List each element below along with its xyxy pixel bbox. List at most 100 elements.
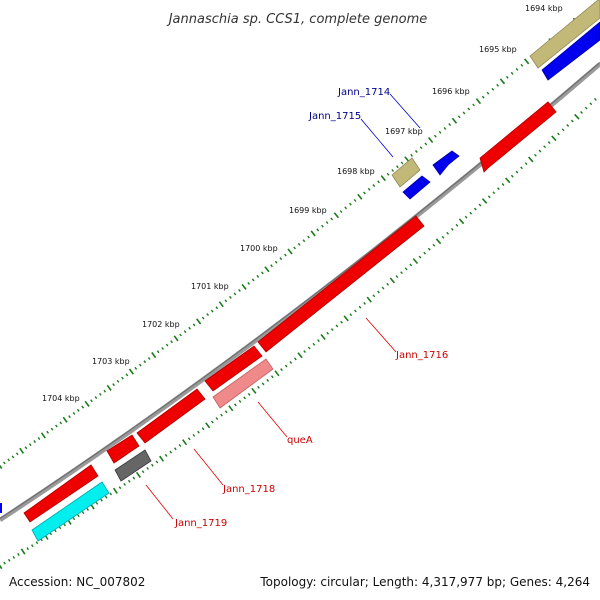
inner-scale-tick [593, 97, 597, 101]
inner-scale-tick [247, 392, 251, 396]
outer-scale-tick [264, 266, 270, 273]
outer-scale-tick [457, 115, 461, 119]
inner-scale-tick [187, 437, 191, 441]
outer-scale-tick [81, 405, 85, 409]
outer-scale-tick [297, 242, 301, 246]
outer-scale-tick [256, 274, 260, 278]
gene-khaki-top[interactable] [529, 0, 600, 69]
outer-scale-tick [386, 172, 390, 176]
gene-labels: Jann_1714 Jann_1715 Jann_1716 queA Jann_… [174, 87, 448, 529]
inner-scale-tick [524, 162, 528, 166]
outer-scale-tick [165, 343, 169, 347]
outer-scale-tick [90, 399, 93, 403]
inner-scale-tick [432, 243, 436, 247]
gene-blue-top[interactable] [541, 21, 600, 81]
gene-jann-1718[interactable] [136, 388, 206, 444]
outer-scale-tick [19, 447, 25, 454]
inner-scale-tick [574, 113, 580, 120]
outer-scale-tick [103, 389, 107, 393]
gene-quea[interactable] [212, 358, 274, 409]
inner-scale-tick [169, 450, 173, 454]
inner-scale-tick [340, 320, 343, 324]
outer-scale-tick [467, 107, 471, 111]
inner-scale-tick [538, 149, 542, 153]
inner-scale-tick [423, 251, 427, 255]
outer-scale-tick [321, 224, 324, 228]
inner-scale-tick [404, 267, 408, 271]
inner-scale-tick [261, 382, 265, 386]
outer-scale-tick [233, 292, 237, 296]
kbp-label-1699: 1699 kbp [289, 206, 327, 215]
outer-scale-tick [68, 415, 71, 419]
gene-cyan-bottom[interactable] [31, 481, 110, 542]
outer-scale-tick [37, 437, 41, 440]
inner-scale-tick [289, 360, 293, 364]
outer-scale-tick [50, 427, 54, 431]
gene-jann-1714[interactable] [432, 150, 460, 176]
outer-scale-tick [241, 283, 247, 290]
inner-scale-tick [533, 153, 537, 157]
scale-ring-inner [0, 97, 597, 570]
outer-scale-tick [274, 260, 278, 264]
outer-scale-tick [94, 396, 98, 400]
inner-scale-tick [35, 541, 39, 545]
gene-gray[interactable] [114, 449, 152, 482]
inner-scale-tick [17, 553, 20, 556]
inner-scale-tick [127, 479, 131, 483]
gene-red-small[interactable] [204, 345, 263, 392]
inner-scale-tick [354, 309, 357, 313]
inner-scale-tick [303, 350, 306, 354]
inner-scale-tick [543, 145, 547, 149]
inner-scale-tick [450, 227, 454, 231]
inner-scale-tick [589, 102, 593, 106]
outer-scale-tick [400, 161, 404, 165]
outer-scale-tick [330, 217, 334, 221]
gene-features [23, 0, 600, 542]
outer-scale-tick [151, 352, 157, 359]
gene-red-bottom[interactable] [23, 464, 99, 523]
gene-khaki-1715[interactable] [391, 157, 421, 188]
outer-scale-tick [270, 264, 273, 268]
outer-scale-tick [491, 87, 495, 91]
inner-scale-tick [109, 492, 113, 496]
outer-scale-tick [279, 257, 283, 261]
outer-scale-tick [391, 169, 395, 172]
outer-scale-tick [215, 306, 219, 310]
leader-jann-1716 [365, 317, 397, 353]
inner-scale-tick [238, 399, 242, 403]
gene-jann-1715[interactable] [402, 175, 431, 200]
gene-jann-1719[interactable] [106, 434, 140, 464]
label-leaders [145, 93, 421, 520]
outer-scale-tick [475, 98, 482, 105]
outer-scale-tick [419, 146, 423, 150]
label-jann-1714: Jann_1714 [337, 87, 390, 98]
outer-scale-tick [238, 288, 241, 292]
inner-scale-tick [205, 422, 211, 429]
outer-scale-tick [210, 309, 214, 313]
outer-scale-tick [325, 221, 329, 225]
inner-scale-tick [363, 301, 366, 305]
inner-scale-tick [100, 498, 103, 502]
inner-scale-tick [377, 290, 380, 294]
label-quea: queA [287, 435, 313, 446]
gene-fragment-left[interactable] [0, 503, 2, 513]
inner-scale-tick [294, 357, 297, 361]
outer-scale-tick [448, 123, 452, 127]
inner-scale-tick [12, 555, 16, 559]
outer-scale-tick [161, 346, 164, 350]
inner-scale-tick [317, 339, 320, 343]
inner-scale-tick [326, 331, 330, 335]
gene-red-top[interactable] [479, 101, 557, 173]
kbp-label-1695: 1695 kbp [479, 45, 517, 54]
inner-scale-tick [26, 547, 29, 551]
gene-jann-1716[interactable] [257, 215, 425, 353]
outer-scale-tick [363, 191, 366, 195]
outer-scale-tick [410, 153, 413, 157]
outer-scale-tick [28, 443, 32, 447]
inner-scale-tick [478, 203, 482, 207]
map-title: Jannaschia sp. CCS1, complete genome [166, 12, 428, 27]
inner-scale-tick [335, 324, 339, 328]
kbp-label-1700: 1700 kbp [240, 244, 278, 253]
outer-scale-tick [251, 278, 255, 282]
outer-scale-tick [170, 340, 173, 344]
